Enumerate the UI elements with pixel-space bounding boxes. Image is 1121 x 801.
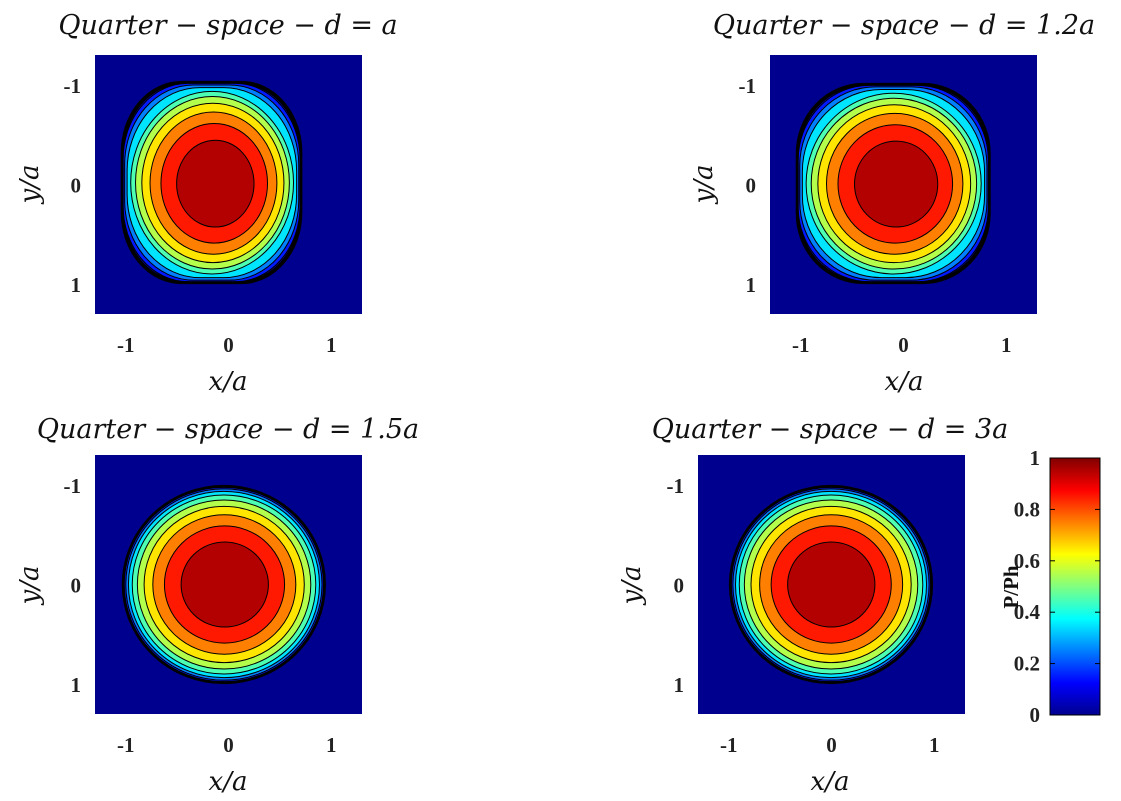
colorbar-tick-1: 0.2 <box>1014 652 1040 676</box>
panel-1-contours <box>120 80 303 285</box>
panel-4-ylabel: y/a <box>617 566 647 606</box>
panel-1-xlabel: x/a <box>209 367 248 397</box>
panel-3-xtick-0: -1 <box>117 733 135 757</box>
panel-3-ytick-2: 1 <box>71 673 82 697</box>
panel-1-ytick-2: 1 <box>71 273 82 297</box>
panel-3-contours <box>121 484 327 685</box>
panel-2-ytick-0: -1 <box>739 74 757 98</box>
colorbar-ticks: 0 0.2 0.4 0.6 0.8 1 <box>1014 446 1100 727</box>
panel-4-ytick-1: 0 <box>674 574 685 598</box>
panel-1-ticks: -1 0 1 -1 0 1 <box>64 74 337 357</box>
panel-3-ticks: -1 0 1 -1 0 1 <box>64 474 337 757</box>
panel-4-contours <box>728 484 934 685</box>
panel-1-xtick-1: 0 <box>223 333 234 357</box>
panel-1-contour-level-9 <box>176 139 255 228</box>
colorbar-label: P/Ph <box>999 565 1023 608</box>
colorbar-tick-4: 0.8 <box>1014 497 1040 521</box>
panel-3-ytick-1: 0 <box>71 574 82 598</box>
panel-2-xtick-2: 1 <box>1001 333 1012 357</box>
panel-3: Quarter − space − d = 1.5a -1 0 1-101 x/a … <box>15 414 419 797</box>
panel-4: Quarter − space − d = 3a -1 0 1 -1 0 1 x/a y/… <box>617 414 1008 797</box>
panel-4-ytick-2: 1 <box>674 673 685 697</box>
panel-3-xtick-1: 0 <box>223 733 234 757</box>
colorbar: 0 0.2 0.4 0.6 0.8 1 P/Ph <box>999 446 1101 727</box>
panel-1-ylabel: y/a <box>15 165 45 205</box>
panel-1-title: Quarter − space − d = a <box>58 10 397 41</box>
panel-4-xlabel: x/a <box>811 767 850 797</box>
panel-4-title: Quarter − space − d = 3a <box>652 414 1009 445</box>
panel-4-contour-level-9 <box>787 541 876 628</box>
panel-1-ytick-0: -1 <box>64 74 82 98</box>
panel-2-contour-level-9 <box>853 140 939 228</box>
panel-1: Quarter − space − d = a -1 0 1 -1 0 1 x/a y/a <box>15 10 398 397</box>
panel-4-ticks: -1 0 1 -1 0 1 <box>667 474 940 757</box>
colorbar-tick-2: 0.4 <box>1014 600 1041 624</box>
colorbar-tick-0: 0 <box>1030 703 1041 727</box>
panel-2-contours <box>795 82 991 285</box>
panel-2-xtick-1: 0 <box>898 333 909 357</box>
panel-3-ylabel: y/a <box>15 566 45 606</box>
colorbar-gradient <box>1049 457 1101 716</box>
panel-1-xtick-2: 1 <box>326 333 337 357</box>
panel-2-ytick-2: 1 <box>746 273 757 297</box>
panel-1-xtick-0: -1 <box>117 333 135 357</box>
panel-4-xtick-1: 0 <box>826 733 837 757</box>
panel-3-ytick-0: -1 <box>64 474 82 498</box>
panel-4-ytick-0: -1 <box>667 474 685 498</box>
panel-1-ytick-1: 0 <box>71 174 82 198</box>
panel-2-xtick-0: -1 <box>792 333 810 357</box>
panel-2: Quarter − space − d = 1.2a -1 0 1-101 x/a … <box>689 10 1095 397</box>
panel-4-xtick-0: -1 <box>720 733 738 757</box>
panel-4-xtick-2: 1 <box>929 733 940 757</box>
panel-2-ticks: -1 0 1 -1 0 1 <box>739 74 1012 357</box>
panel-3-xtick-2: 1 <box>326 733 337 757</box>
panel-2-title: Quarter − space − d = 1.2a <box>713 10 1095 41</box>
colorbar-tick-3: 0.6 <box>1014 549 1040 573</box>
panel-2-xlabel: x/a <box>885 367 924 397</box>
colorbar-tick-5: 1 <box>1030 446 1041 470</box>
panel-3-xlabel: x/a <box>209 767 248 797</box>
panel-3-contour-level-9 <box>180 541 269 628</box>
panel-2-ytick-1: 0 <box>746 174 757 198</box>
panel-3-title: Quarter − space − d = 1.5a <box>37 414 419 445</box>
panel-2-ylabel: y/a <box>689 165 719 205</box>
